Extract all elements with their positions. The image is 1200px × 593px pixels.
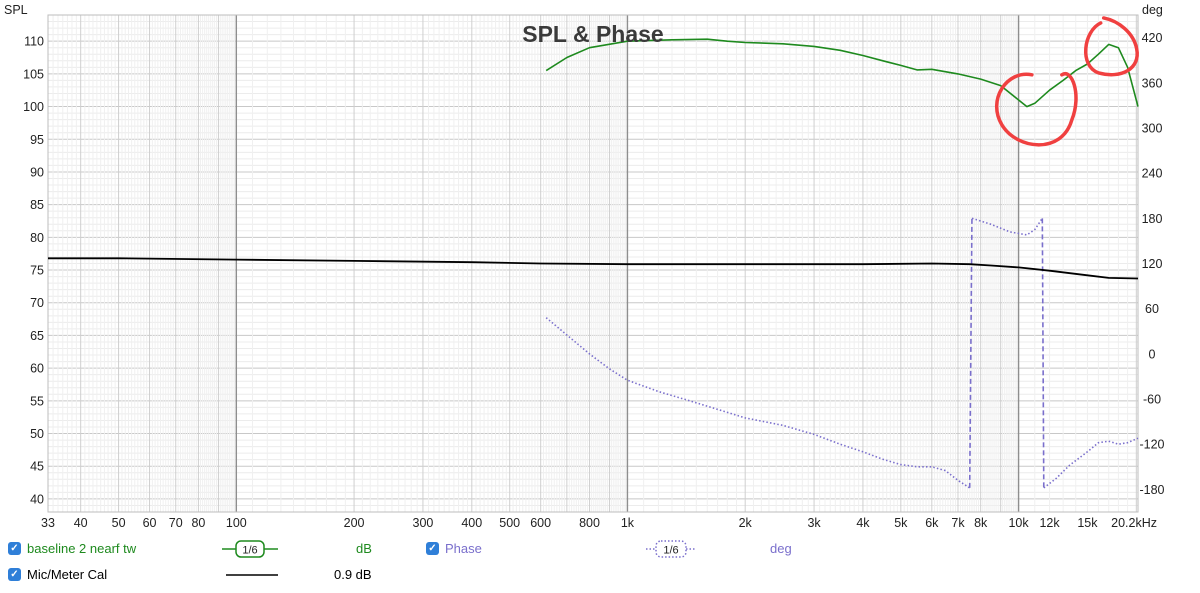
legend-item-phase[interactable]: ✓ Phase <box>426 541 482 556</box>
annotation-circle-peak <box>1083 16 1139 77</box>
legend-unit-phase: deg <box>770 541 792 556</box>
x-tick-label: 8k <box>974 516 988 530</box>
series-layer <box>48 38 1139 489</box>
y-tick-label-right: -60 <box>1143 393 1161 407</box>
y-tick-label-right: 240 <box>1142 167 1163 181</box>
x-tick-label: 60 <box>143 516 157 530</box>
y-tick-label-left: 45 <box>30 460 44 474</box>
y-tick-label-left: 60 <box>30 362 44 376</box>
legend-series-label: baseline 2 nearf tw <box>27 541 137 556</box>
legend-item-baseline[interactable]: ✓ baseline 2 nearf tw <box>8 541 136 556</box>
x-tick-label: 300 <box>413 516 434 530</box>
x-tick-label: 15k <box>1077 516 1098 530</box>
solid-line-icon <box>226 574 278 576</box>
x-tick-label: 12k <box>1039 516 1060 530</box>
mic-cal-line-sample <box>226 565 278 583</box>
y-axis-label-left: SPL <box>4 3 28 17</box>
legend-mic-cal-label: Mic/Meter Cal <box>27 567 108 582</box>
plot-border <box>47 14 1139 513</box>
x-tick-label: 6k <box>925 516 939 530</box>
y-tick-label-right: 360 <box>1142 76 1163 90</box>
legend-unit-spl: dB <box>356 541 372 556</box>
x-tick-label: 40 <box>74 516 88 530</box>
legend: ✓ baseline 2 nearf tw 1/6 dB ✓ Phase 1/6… <box>0 535 1200 593</box>
x-tick-label: 500 <box>499 516 520 530</box>
series-line-phase <box>1043 437 1139 489</box>
y-tick-label-left: 40 <box>30 492 44 506</box>
x-tick-label: 600 <box>530 516 551 530</box>
x-tick-label: 70 <box>169 516 183 530</box>
y-tick-label-left: 95 <box>30 133 44 147</box>
checkbox-checked-icon[interactable]: ✓ <box>8 568 21 581</box>
x-tick-label: 100 <box>226 516 247 530</box>
chart-title: SPL & Phase <box>522 21 663 47</box>
smoothing-selector-spl[interactable]: 1/6 <box>222 539 278 558</box>
series-line-phase <box>545 317 971 489</box>
y-tick-label-left: 105 <box>23 67 44 81</box>
x-tick-label: 20.2kHz <box>1111 516 1157 530</box>
y-tick-label-left: 80 <box>30 231 44 245</box>
y-tick-label-left: 100 <box>23 100 44 114</box>
smoothing-selector-phase[interactable]: 1/6 <box>646 539 696 558</box>
y-tick-label-left: 110 <box>24 35 44 49</box>
x-tick-label: 5k <box>894 516 908 530</box>
y-tick-label-left: 50 <box>30 427 44 441</box>
smoothing-dotted-icon: 1/6 <box>646 540 696 558</box>
y-tick-label-left: 75 <box>30 264 44 278</box>
annotation-circle-dip <box>995 71 1078 147</box>
y-tick-label-left: 85 <box>30 198 44 212</box>
phase-smoothing-value: 1/6 <box>663 545 678 557</box>
y-tick-label-right: -120 <box>1139 438 1164 452</box>
x-tick-label: 800 <box>579 516 600 530</box>
smoothing-line-icon: 1/6 <box>222 540 278 558</box>
y-tick-label-right: -180 <box>1139 483 1164 497</box>
phase-wrap-line <box>968 218 973 488</box>
series-line-phase <box>971 217 1043 236</box>
checkbox-checked-icon[interactable]: ✓ <box>8 542 21 555</box>
y-tick-label-left: 70 <box>30 296 44 310</box>
x-tick-label: 2k <box>739 516 753 530</box>
y-tick-label-right: 0 <box>1149 347 1156 361</box>
x-tick-label: 7k <box>951 516 965 530</box>
y-tick-label-right: 300 <box>1142 121 1163 135</box>
y-tick-label-left: 55 <box>30 394 44 408</box>
y-tick-label-right: 420 <box>1142 31 1163 45</box>
x-tick-label: 4k <box>856 516 870 530</box>
y-tick-label-right: 60 <box>1145 302 1159 316</box>
y-tick-label-left: 65 <box>30 329 44 343</box>
axes: 33 40 50 60 70 80 100 200 300 400 500 600 800 1k 2k 3k 4… <box>23 31 1164 530</box>
legend-phase-label: Phase <box>445 541 482 556</box>
x-tick-label: 400 <box>461 516 482 530</box>
phase-wrap-line <box>1041 218 1045 488</box>
series-line-mic-cal <box>48 257 1139 280</box>
x-tick-label: 1k <box>621 516 635 530</box>
x-tick-label: 200 <box>344 516 365 530</box>
x-tick-label: 10k <box>1008 516 1029 530</box>
x-tick-label: 80 <box>191 516 205 530</box>
annotation-layer <box>995 16 1139 147</box>
y-axis-label-right: deg <box>1142 3 1163 17</box>
x-tick-label: 3k <box>807 516 821 530</box>
checkbox-checked-icon[interactable]: ✓ <box>426 542 439 555</box>
y-tick-label-right: 120 <box>1142 257 1163 271</box>
x-tick-label: 33 <box>41 516 55 530</box>
smoothing-value: 1/6 <box>242 545 257 557</box>
legend-mic-cal-value: 0.9 dB <box>334 567 372 582</box>
y-tick-label-right: 180 <box>1142 212 1163 226</box>
x-tick-label: 50 <box>112 516 126 530</box>
y-tick-label-left: 90 <box>30 165 44 179</box>
legend-item-mic-cal[interactable]: ✓ Mic/Meter Cal <box>8 567 107 582</box>
